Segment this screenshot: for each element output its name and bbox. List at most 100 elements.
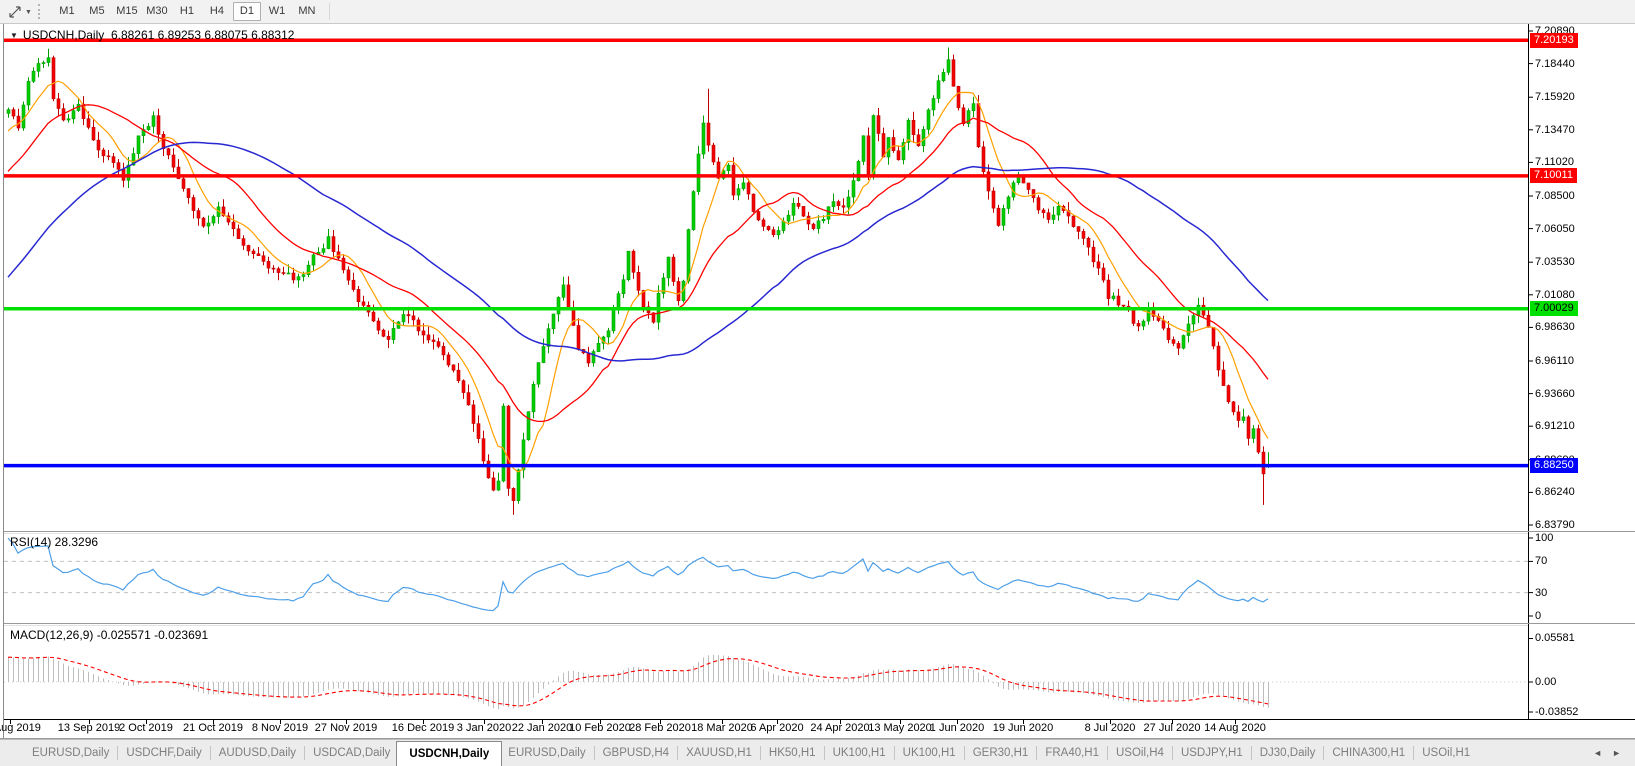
date-tick-label: 8 Nov 2019 (251, 722, 309, 734)
date-tick-label: 6 Apr 2020 (750, 722, 804, 734)
rsi-tick-label: 30 (1535, 587, 1548, 599)
date-tick-label: 13 May 2020 (868, 722, 932, 734)
tabbar-spacer (0, 740, 26, 766)
date-tick-label: 8 Jul 2020 (1084, 722, 1136, 734)
date-tick-label: 10 Feb 2020 (569, 722, 631, 734)
hline-price-badge: 7.20193 (1530, 33, 1578, 48)
tab-xauusd-h1[interactable]: XAUUSD,H1 (686, 747, 752, 759)
date-tick-label: 2 Oct 2019 (119, 722, 173, 734)
date-tick-label: 21 Oct 2019 (183, 722, 243, 734)
tab-separator (963, 746, 965, 760)
macd-label: MACD(12,26,9) -0.025571 -0.023691 (10, 628, 209, 642)
tab-uk100-h1[interactable]: UK100,H1 (832, 747, 886, 759)
price-tick-label: 7.08500 (1535, 190, 1575, 202)
price-tick-label: 7.15920 (1535, 91, 1575, 103)
tab-separator (209, 746, 211, 760)
date-tick-label: 26 Aug 2019 (0, 722, 41, 734)
timeframe-button-m15[interactable]: M15 (116, 5, 138, 17)
rsi-pane (4, 537, 1528, 612)
timeframe-button-h4[interactable]: H4 (209, 5, 224, 17)
price-tick-label: 6.91210 (1535, 420, 1575, 432)
tab-ger30-h1[interactable]: GER30,H1 (972, 747, 1029, 759)
toolbar-grip (37, 4, 44, 19)
tab-separator (759, 746, 761, 760)
hline-price-badge: 7.00029 (1530, 301, 1578, 316)
tab-separator (1171, 746, 1173, 760)
price-tick-label: 7.03530 (1535, 256, 1575, 268)
price-tick-label: 7.06050 (1535, 223, 1575, 235)
macd-tick-label: 0.00 (1535, 676, 1557, 688)
tab-separator (823, 746, 825, 760)
tab-eurusd-daily[interactable]: EURUSD,Daily (508, 747, 586, 759)
timeframe-button-m30[interactable]: M30 (146, 5, 168, 17)
timeframe-button-m5[interactable]: M5 (89, 5, 105, 17)
macd-pane (4, 654, 1528, 710)
hline-price-badge: 7.10011 (1530, 168, 1577, 183)
tab-dj30-daily[interactable]: DJ30,Daily (1259, 747, 1316, 759)
timeframe-button-mn[interactable]: MN (298, 5, 316, 17)
date-tick-label: 18 Mar 2020 (691, 722, 753, 734)
timeframe-button-h1[interactable]: H1 (179, 5, 194, 17)
tab-separator (304, 746, 306, 760)
tab-usdcnh-daily[interactable]: USDCNH,Daily (396, 741, 503, 766)
tab-audusd-daily[interactable]: AUDUSD,Daily (218, 747, 297, 759)
ohlc-readout: 6.88261 6.89253 6.88075 6.88312 (110, 28, 295, 42)
candles-layer (4, 38, 1528, 515)
ma-mid-line (7, 104, 1269, 423)
tab-usoil-h4[interactable]: USOil,H4 (1116, 747, 1164, 759)
date-tick-label: 13 Sep 2019 (57, 722, 121, 734)
tab-gbpusd-h4[interactable]: GBPUSD,H4 (602, 747, 670, 759)
price-tick-label: 6.96110 (1535, 355, 1574, 367)
rsi-tick-label: 0 (1535, 610, 1542, 622)
date-tick-label: 19 Jun 2020 (992, 722, 1054, 734)
price-tick-label: 7.01080 (1535, 289, 1575, 301)
date-tick-label: 27 Jul 2020 (1143, 722, 1201, 734)
rsi-tick-label: 100 (1535, 532, 1554, 544)
tab-separator (117, 746, 119, 760)
date-tick-label: 28 Feb 2020 (629, 722, 691, 734)
price-tick-label: 6.98630 (1535, 321, 1575, 333)
tab-uk100-h1[interactable]: UK100,H1 (902, 747, 956, 759)
period-toolbar: ▼ M1 M5 M15 M30 H1 H4 D1 W1 MN (0, 0, 1635, 24)
tabs-scroll-right-icon[interactable]: ► (1612, 748, 1621, 758)
date-tick-label: 14 Aug 2020 (1204, 722, 1266, 734)
tab-fra40-h1[interactable]: FRA40,H1 (1045, 747, 1099, 759)
rsi-line (7, 537, 1269, 612)
rsi-tick-label: 70 (1535, 555, 1548, 567)
price-tick-label: 6.86240 (1535, 486, 1575, 498)
tab-hk50-h1[interactable]: HK50,H1 (768, 747, 816, 759)
collapse-ohlc-icon[interactable]: ▼ (10, 31, 18, 40)
tab-usdjpy-h1[interactable]: USDJPY,H1 (1180, 747, 1243, 759)
tab-separator (1323, 746, 1325, 760)
trendline-pointer-icon (9, 5, 21, 18)
rsi-label: RSI(14) 28.3296 (10, 535, 99, 549)
price-tick-label: 6.93660 (1535, 388, 1575, 400)
tab-usdchf-daily[interactable]: USDCHF,Daily (126, 747, 202, 759)
line-tool-button[interactable] (5, 3, 25, 21)
tab-usdcad-daily[interactable]: USDCAD,Daily (313, 747, 391, 759)
ma-slow-line (7, 141, 1269, 362)
date-tick-label: 1 Jun 2020 (929, 722, 985, 734)
tab-china300-h1[interactable]: CHINA300,H1 (1332, 747, 1406, 759)
ma-fast-line (7, 80, 1269, 473)
chart-tab-bar: EURUSD,Daily USDCHF,Daily AUDUSD,Daily USDC… (0, 739, 1635, 766)
tab-separator (593, 746, 595, 760)
date-tick-label: 16 Dec 2019 (391, 722, 455, 734)
tool-dropdown-caret-icon[interactable]: ▼ (25, 9, 32, 16)
tab-usoil-h1[interactable]: USOil,H1 (1422, 747, 1471, 759)
tab-separator (1107, 746, 1108, 760)
tabs-scroll-left-icon[interactable]: ◄ (1593, 748, 1603, 758)
price-tick-label: 6.83790 (1535, 519, 1575, 531)
date-tick-label: 22 Jan 2020 (511, 722, 573, 734)
macd-tick-label: 0.05581 (1535, 632, 1575, 644)
tab-eurusd-daily[interactable]: EURUSD,Daily (32, 747, 110, 759)
macd-tick-label: -0.03852 (1535, 706, 1579, 718)
hline-price-badge: 6.88250 (1530, 458, 1578, 473)
timeframe-button-d1[interactable]: D1 (232, 2, 261, 21)
timeframe-button-w1[interactable]: W1 (268, 5, 286, 17)
price-tick-label: 7.11020 (1535, 156, 1574, 168)
symbol-period-label: USDCNH,Daily (22, 28, 105, 42)
price-tick-label: 7.18440 (1535, 58, 1575, 70)
timeframe-button-m1[interactable]: M1 (59, 5, 75, 17)
